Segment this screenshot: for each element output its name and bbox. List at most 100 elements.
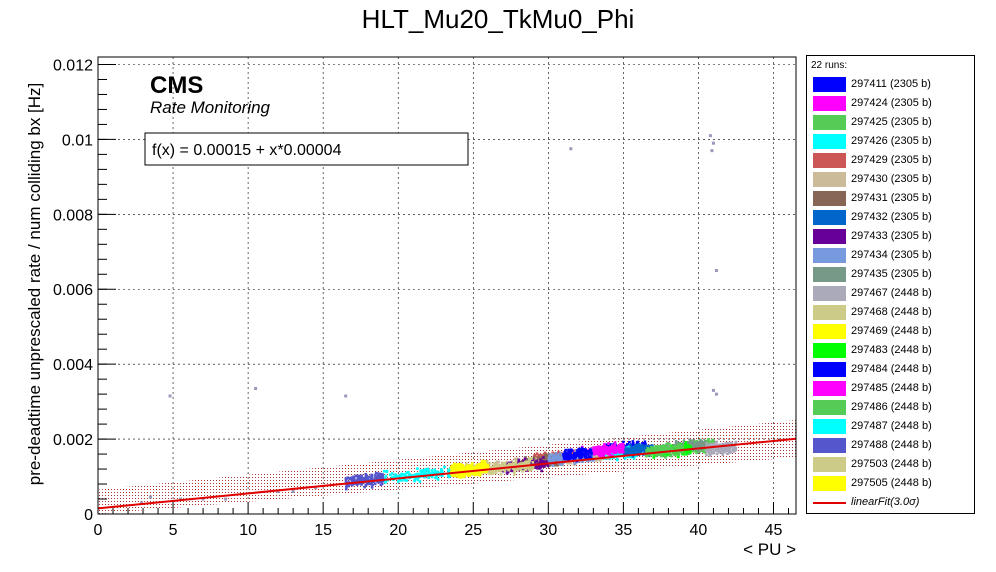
data-point — [526, 462, 529, 466]
data-point — [344, 477, 348, 481]
data-point — [652, 447, 656, 450]
data-point — [411, 474, 415, 477]
data-point — [615, 453, 619, 456]
data-point — [558, 458, 561, 462]
data-point — [367, 475, 371, 479]
data-point — [579, 448, 583, 452]
data-point — [616, 458, 619, 462]
data-point — [546, 464, 550, 468]
data-point — [477, 466, 481, 470]
data-point — [697, 449, 700, 453]
legend-label: 297426 (2305 b) — [851, 135, 932, 147]
legend-swatch — [813, 438, 846, 453]
data-point — [564, 448, 568, 452]
legend-fit-line-swatch — [813, 502, 846, 504]
y-axis-label: pre-deadtime unprescaled rate / num coll… — [25, 83, 44, 486]
data-point — [662, 444, 665, 447]
data-point — [620, 452, 624, 456]
data-point — [416, 467, 419, 470]
data-point — [521, 470, 524, 473]
data-point — [686, 443, 690, 447]
outlier-point — [254, 387, 258, 391]
legend: 22 runs: 297411 (2305 b) 297424 (2305 b) 2… — [806, 55, 975, 514]
legend-swatch — [813, 77, 846, 92]
data-point — [544, 455, 547, 458]
legend-item: 297483 (2448 b) — [811, 341, 971, 359]
data-point — [611, 454, 615, 458]
data-point — [344, 480, 348, 483]
legend-item: 297468 (2448 b) — [811, 303, 971, 321]
data-point — [605, 443, 609, 446]
data-point — [356, 479, 360, 482]
data-point — [608, 453, 612, 457]
data-point — [470, 462, 474, 465]
outlier-point — [711, 141, 715, 145]
data-point — [373, 482, 377, 486]
data-point — [403, 479, 407, 482]
data-point — [573, 452, 576, 455]
data-point — [588, 455, 592, 458]
data-point — [678, 441, 682, 445]
data-point — [505, 462, 509, 466]
data-point — [684, 441, 688, 444]
data-point — [563, 455, 567, 458]
data-point — [503, 469, 507, 473]
data-point — [551, 456, 554, 460]
data-point — [673, 445, 677, 448]
data-point — [477, 463, 481, 466]
data-point — [535, 452, 539, 455]
data-point — [443, 465, 446, 469]
data-point — [651, 446, 654, 449]
data-point — [459, 463, 463, 467]
data-point — [480, 459, 484, 463]
data-point — [643, 442, 646, 445]
data-point — [531, 461, 535, 464]
data-point — [466, 472, 470, 475]
legend-item: 297411 (2305 b) — [811, 75, 971, 93]
data-point — [686, 440, 689, 444]
data-point — [709, 450, 712, 454]
data-point — [483, 471, 487, 474]
data-point — [430, 469, 433, 472]
data-point — [532, 461, 536, 464]
data-point — [469, 472, 472, 476]
data-point — [597, 458, 601, 461]
data-point — [730, 445, 734, 449]
data-point — [662, 448, 666, 451]
data-point — [501, 468, 505, 471]
data-point — [474, 473, 478, 477]
data-point — [590, 452, 593, 456]
data-point — [550, 459, 554, 463]
data-point — [666, 446, 669, 450]
data-point — [581, 448, 585, 451]
data-point — [429, 472, 432, 475]
data-point — [691, 443, 695, 446]
data-point — [663, 455, 667, 458]
data-point — [581, 460, 585, 463]
series-297484 — [562, 446, 595, 463]
data-point — [682, 440, 686, 443]
data-point — [482, 466, 486, 470]
data-point — [556, 453, 560, 457]
data-point — [597, 445, 601, 449]
data-point — [688, 440, 692, 444]
data-point — [534, 461, 538, 464]
data-point — [510, 462, 514, 466]
data-point — [691, 445, 694, 449]
data-point — [586, 459, 590, 463]
legend-swatch — [813, 134, 846, 149]
data-point — [416, 478, 420, 482]
legend-swatch — [813, 343, 846, 358]
data-point — [528, 468, 532, 472]
data-point — [680, 452, 684, 456]
legend-label: 297488 (2448 b) — [851, 439, 932, 451]
legend-label: 297483 (2448 b) — [851, 344, 932, 356]
data-point — [422, 470, 425, 474]
data-point — [623, 452, 626, 455]
data-point — [621, 447, 625, 451]
data-point — [391, 475, 394, 479]
legend-label: 297486 (2448 b) — [851, 401, 932, 413]
data-point — [532, 455, 536, 459]
legend-item: 297434 (2305 b) — [811, 246, 971, 264]
data-point — [702, 441, 706, 444]
